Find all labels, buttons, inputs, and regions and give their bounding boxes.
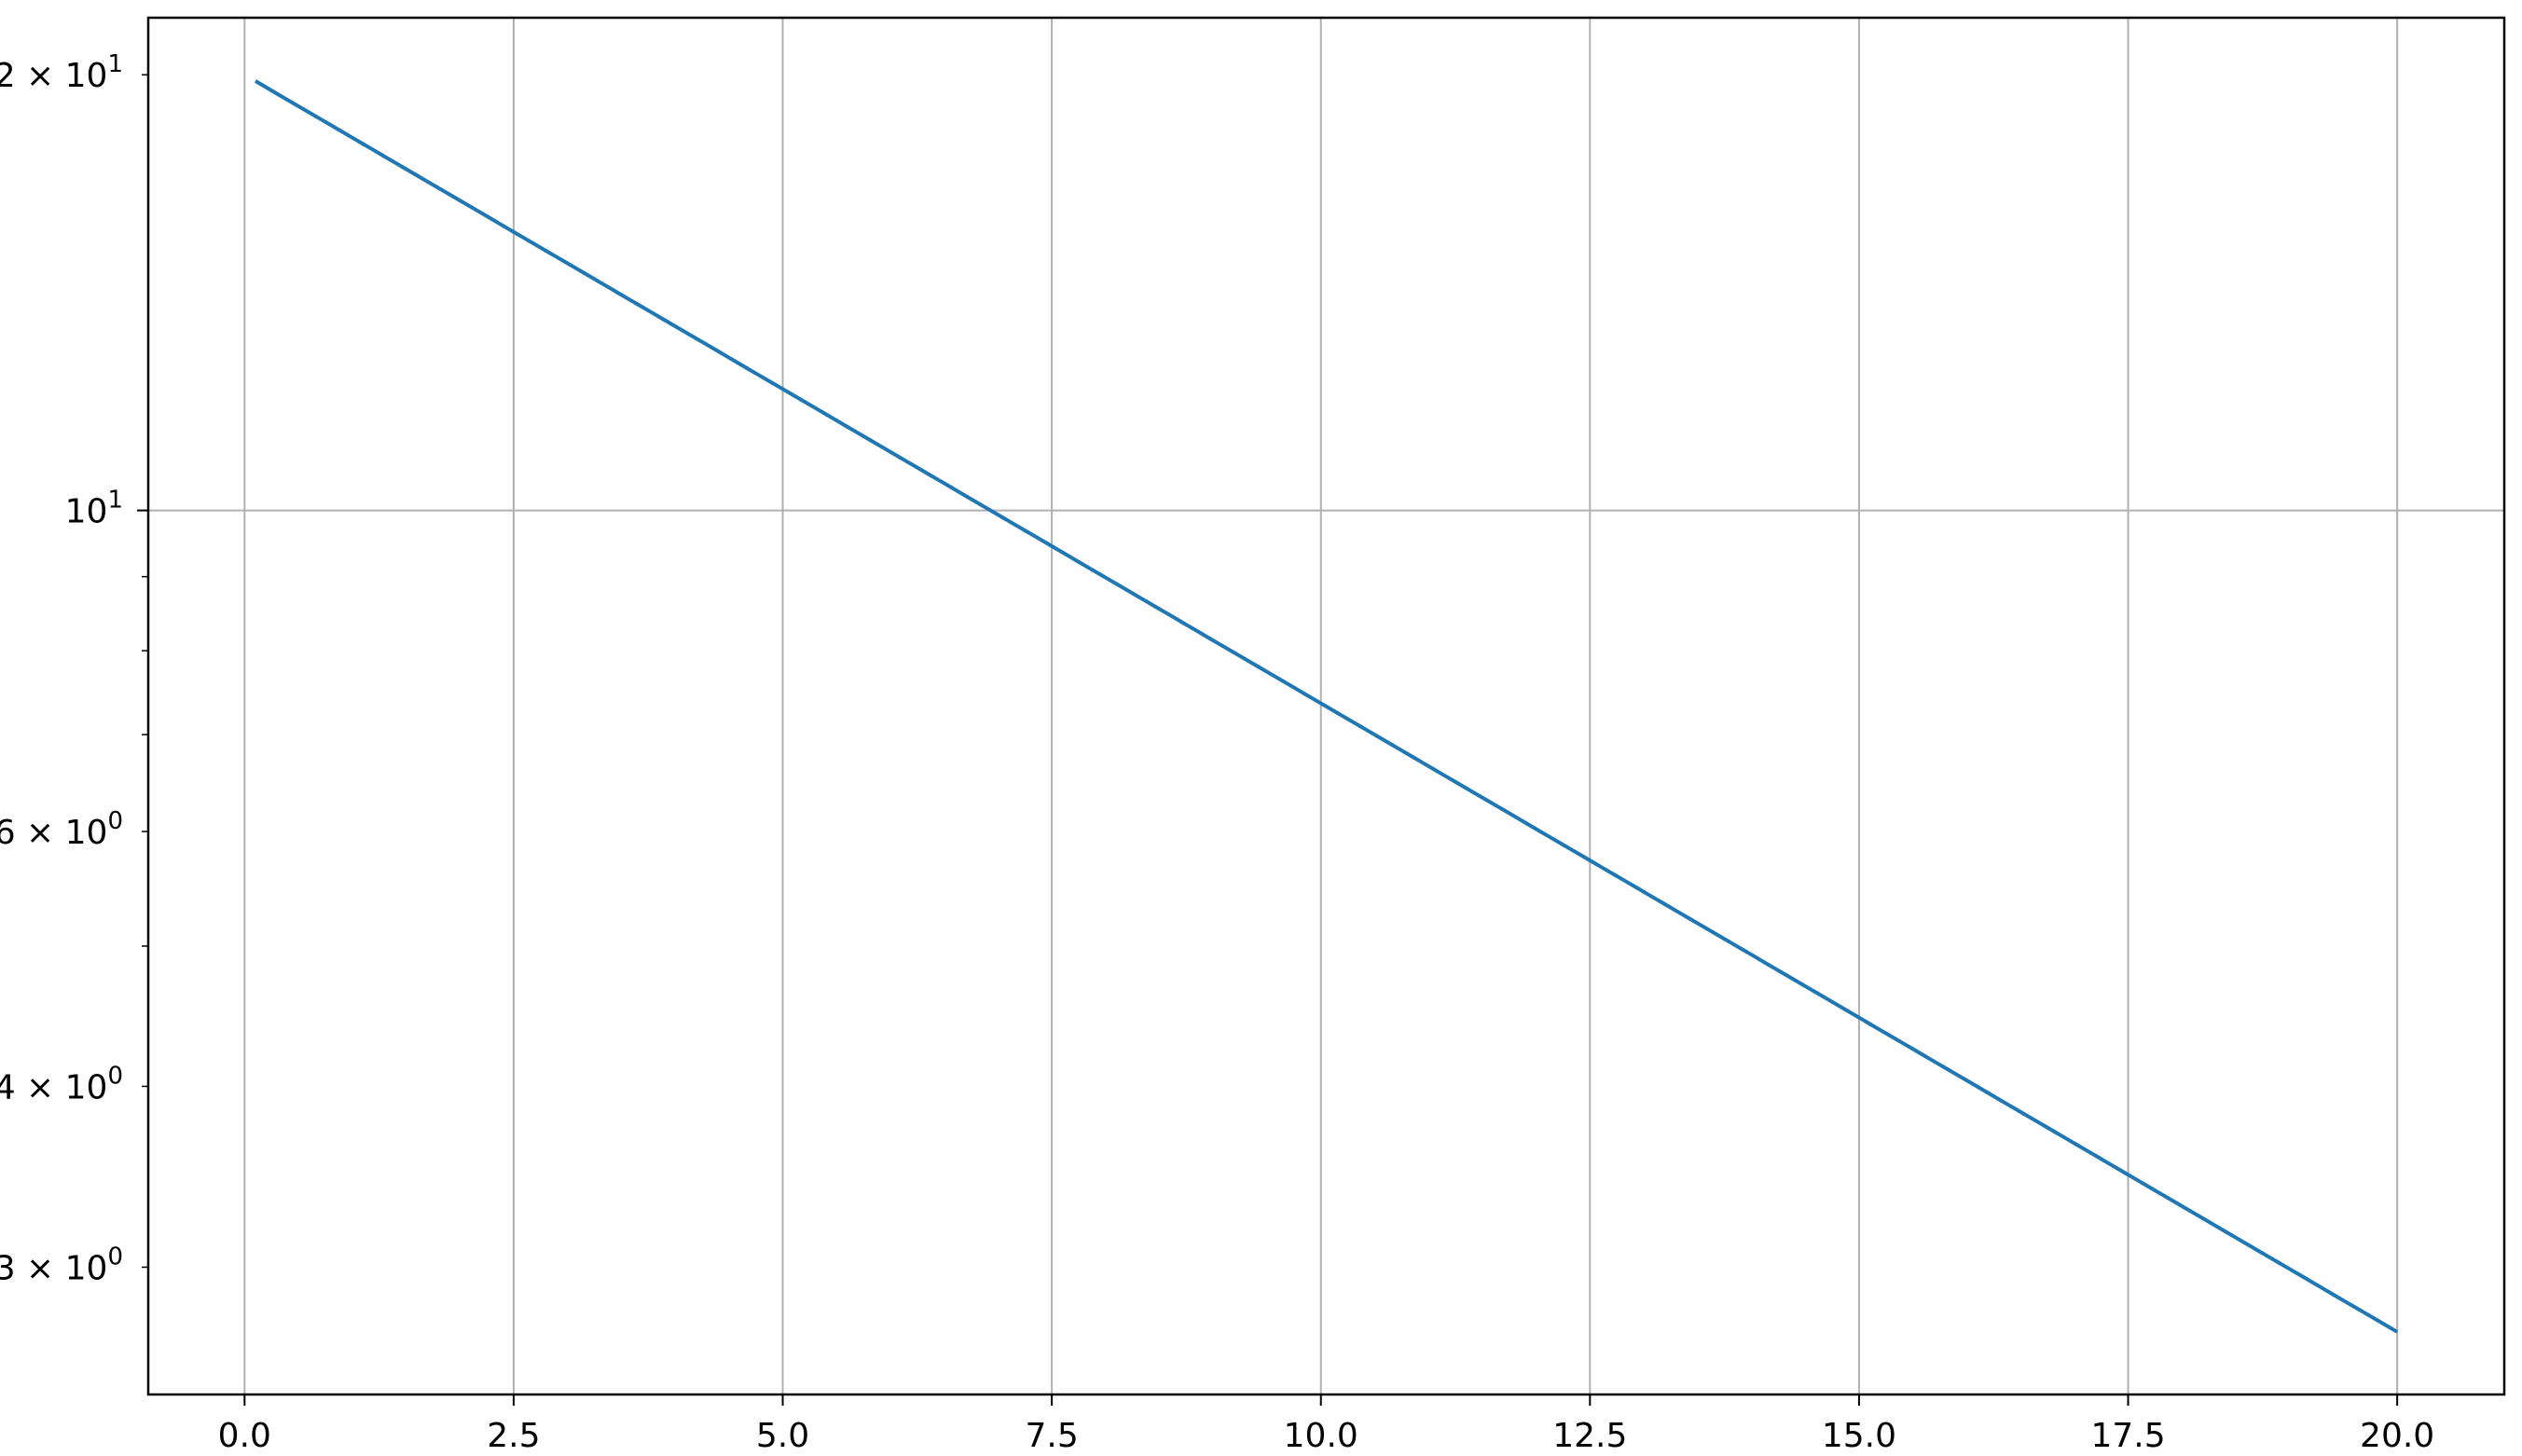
x-tick-label: 15.0 <box>1822 1417 1896 1455</box>
series-lines <box>254 79 2399 1334</box>
y-tick-label: 3 × 100 <box>0 1243 123 1287</box>
grid <box>148 18 2504 1394</box>
x-tick-label: 2.5 <box>487 1417 540 1455</box>
y-tick-label: 6 × 100 <box>0 807 123 852</box>
x-tick-label: 12.5 <box>1552 1417 1627 1455</box>
x-tick-label: 5.0 <box>756 1417 809 1455</box>
x-tick-label: 17.5 <box>2090 1417 2165 1455</box>
ticks: 0.0 2.5 5.0 7.5 10.0 12.5 15.0 17.5 20.0 101 2 × 1… <box>0 50 2434 1455</box>
x-tick-label: 10.0 <box>1284 1417 1358 1455</box>
y-tick-label: 2 × 101 <box>0 50 123 95</box>
y-tick-label: 4 × 100 <box>0 1062 123 1106</box>
x-tick-label: 20.0 <box>2360 1417 2434 1455</box>
axes-frame <box>146 16 2506 1396</box>
x-tick-label: 7.5 <box>1025 1417 1078 1455</box>
series-line <box>254 79 2399 1334</box>
y-tick-label: 101 <box>65 487 123 531</box>
x-tick-label: 0.0 <box>218 1417 271 1455</box>
